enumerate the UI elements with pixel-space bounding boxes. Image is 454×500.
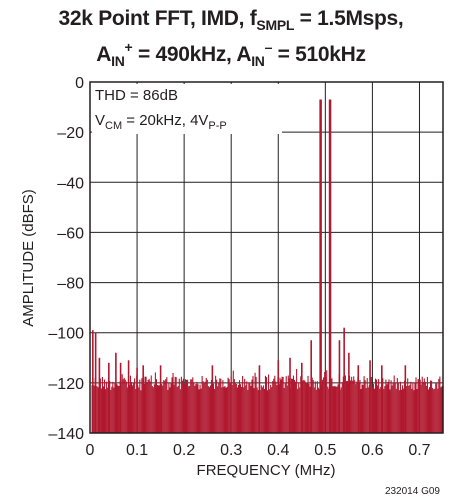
thd-annotation: THD = 86dB — [95, 87, 178, 104]
vcm-annotation: VCM = 20kHz, 4VP-P — [95, 112, 227, 132]
plot-frame — [89, 81, 444, 434]
x-tick-label: 0.7 — [408, 442, 430, 459]
x-tick-label: 0.2 — [173, 442, 195, 459]
chart-title-line-1: 32k Point FFT, IMD, fSMPL = 1.5Msps, — [58, 7, 404, 33]
spectrum-trace — [91, 99, 444, 433]
x-axis-label: FREQUENCY (MHz) — [197, 462, 336, 479]
x-tick-label: 0.3 — [220, 442, 242, 459]
x-tick-label: 0.4 — [267, 442, 289, 459]
x-tick-label: 0.6 — [361, 442, 383, 459]
annotation-box — [92, 84, 282, 134]
y-tick-label: –20 — [57, 125, 84, 142]
y-tick-labels: 0 –20 –40 –60 –80 –100 –120 –140 — [48, 75, 84, 443]
x-tick-label: 0 — [86, 442, 95, 459]
y-tick-label: –60 — [57, 225, 84, 242]
x-tick-label: 0.1 — [126, 442, 148, 459]
figure-code: 232014 G09 — [385, 486, 440, 497]
y-tick-label: –100 — [48, 326, 84, 343]
y-tick-label: 0 — [75, 75, 84, 92]
y-tick-label: –40 — [57, 175, 84, 192]
x-tick-labels: 0 0.1 0.2 0.3 0.4 0.5 0.6 0.7 — [86, 442, 431, 459]
y-tick-label: –140 — [48, 426, 84, 443]
chart-title-line-2: AIN+ = 490kHz, AIN– = 510kHz — [96, 39, 366, 69]
y-axis-label: AMPLITUDE (dBFS) — [20, 189, 37, 327]
y-tick-label: –120 — [48, 376, 84, 393]
x-tick-label: 0.5 — [314, 442, 336, 459]
y-tick-label: –80 — [57, 276, 84, 293]
